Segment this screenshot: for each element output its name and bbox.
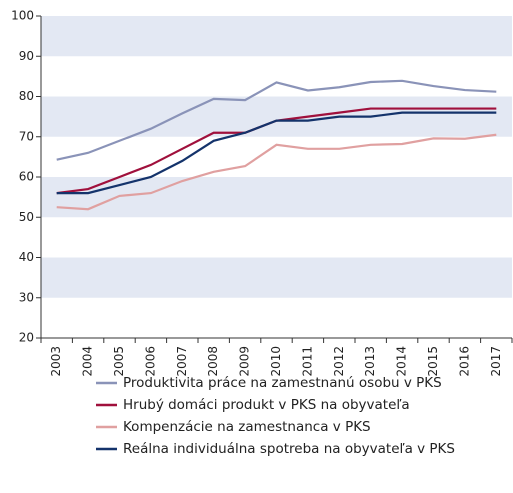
x-tick-label: 2003 — [49, 346, 63, 377]
x-tick-label: 2008 — [206, 346, 220, 377]
x-tick-label: 2011 — [300, 346, 314, 377]
x-tick-label: 2005 — [112, 346, 126, 377]
x-tick-label: 2013 — [363, 346, 377, 377]
x-tick-label: 2007 — [175, 346, 189, 377]
grid-band — [41, 257, 512, 298]
x-tick-label: 2010 — [269, 346, 283, 377]
series-line — [56, 133, 497, 211]
x-tick-label: 2014 — [395, 346, 409, 377]
legend-label: Reálna individuálna spotreba na obyvateľ… — [123, 441, 455, 457]
grid-band — [41, 177, 512, 218]
legend-label: Produktivita práce na zamestnanú osobu v… — [123, 375, 442, 391]
y-tick-label: 30 — [19, 290, 34, 304]
grid-band — [41, 16, 512, 57]
grid-band — [41, 96, 512, 137]
x-tick-label: 2004 — [81, 346, 95, 377]
y-tick-label: 20 — [19, 331, 34, 345]
y-tick-label: 60 — [19, 170, 34, 184]
x-tick-label: 2012 — [332, 346, 346, 377]
x-tick-label: 2006 — [143, 346, 157, 377]
y-tick-label: 100 — [11, 9, 34, 23]
y-tick-label: 90 — [19, 49, 34, 63]
y-tick-label: 80 — [19, 89, 34, 103]
y-tick-label: 70 — [19, 129, 34, 143]
legend-label: Kompenzácie na zamestnanca v PKS — [123, 419, 371, 435]
y-tick-label: 50 — [19, 210, 34, 224]
x-tick-label: 2015 — [426, 346, 440, 377]
series-line — [56, 111, 497, 195]
x-tick-label: 2016 — [457, 346, 471, 377]
series-line — [56, 79, 497, 161]
x-tick-label: 2017 — [489, 346, 503, 377]
legend-label: Hrubý domáci produkt v PKS na obyvateľa — [123, 397, 410, 413]
x-tick-label: 2009 — [238, 346, 252, 377]
y-tick-label: 40 — [19, 250, 34, 264]
